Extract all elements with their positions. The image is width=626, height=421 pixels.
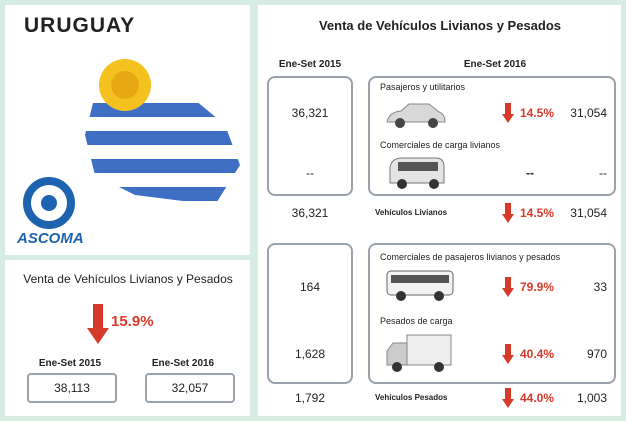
- period-label: Ene-Set 2016: [151, 358, 215, 369]
- row-name: Pesados de carga: [380, 316, 453, 326]
- prev-value: 36,321: [291, 106, 329, 120]
- summary-title: Venta de Vehículos Livianos y Pesados: [23, 272, 233, 286]
- total-prev: 36,321: [291, 206, 329, 220]
- summary-change: 15.9%: [111, 313, 154, 330]
- curr-value: --: [599, 166, 607, 180]
- down-arrow: [502, 103, 514, 123]
- country: URUGUAY: [24, 14, 136, 37]
- summary-panel: Venta de Vehículos Livianos y Pesados 15…: [5, 260, 250, 416]
- change: 79.9%: [520, 280, 555, 294]
- logo-icon: [23, 177, 75, 229]
- down-arrow: [502, 388, 514, 408]
- header: Ene-Set 2016: [463, 59, 527, 70]
- group-box: [368, 76, 616, 196]
- group-box: [267, 76, 353, 196]
- total-curr: 1,003: [576, 391, 607, 405]
- header: Ene-Set 2015: [278, 59, 342, 70]
- group-box: [368, 243, 616, 384]
- change: 40.4%: [520, 347, 555, 361]
- period-label: Ene-Set 2015: [38, 358, 102, 369]
- down-arrow: [502, 277, 514, 297]
- down-arrow: [502, 203, 514, 223]
- curr-value: 31,054: [570, 106, 607, 120]
- prev-value: 164: [299, 280, 321, 294]
- prev-value: 1,628: [294, 347, 326, 361]
- prev-value: --: [306, 166, 314, 180]
- truck-image: [386, 334, 452, 372]
- total-name: Vehículos Livianos: [375, 208, 448, 217]
- value-box: [145, 373, 235, 403]
- curr-value: 970: [586, 347, 607, 361]
- change: --: [526, 166, 534, 180]
- total-prev: 1,792: [294, 391, 326, 405]
- row-name: Comerciales de pasajeros livianos y pesa…: [380, 252, 561, 262]
- flag-map: [85, 59, 240, 205]
- country-panel: URUGUAY ASCOMA: [5, 5, 250, 255]
- down-arrow: [87, 304, 109, 344]
- curr-value: 33: [593, 280, 607, 294]
- group-box: [267, 243, 353, 384]
- total-curr: 31,054: [570, 206, 607, 220]
- period-value: 32,057: [171, 381, 209, 395]
- change: 14.5%: [520, 106, 555, 120]
- period-value: 38,113: [54, 381, 90, 395]
- car-image: [386, 103, 446, 128]
- row-name: Pasajeros y utilitarios: [380, 82, 466, 92]
- logo: ASCOMA: [17, 230, 84, 247]
- total-name: Vehículos Pesados: [375, 393, 448, 402]
- value-box: [27, 373, 117, 403]
- bus-image: [386, 270, 454, 301]
- row-name: Comerciales de carga livianos: [380, 140, 501, 150]
- detail-title: Venta de Vehículos Livianos y Pesados: [318, 18, 562, 33]
- van-image: [389, 157, 445, 189]
- down-arrow: [502, 344, 514, 364]
- total-change: 14.5%: [520, 206, 555, 220]
- total-change: 44.0%: [520, 391, 555, 405]
